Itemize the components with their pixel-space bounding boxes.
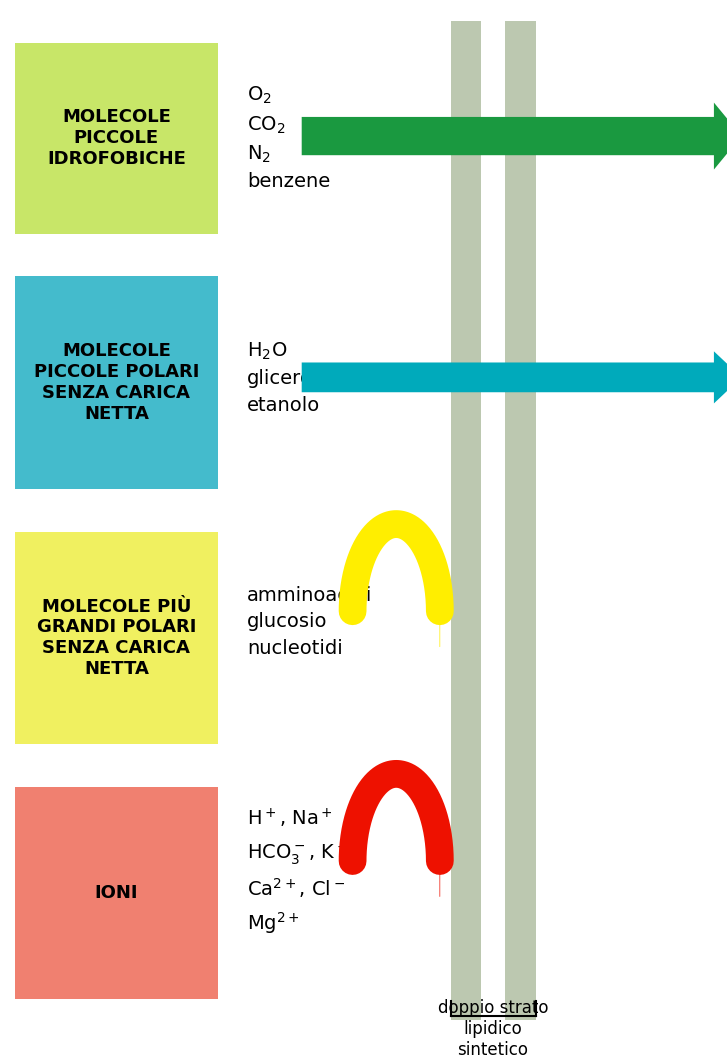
Text: MOLECOLE PIÙ
GRANDI POLARI
SENZA CARICA
NETTA: MOLECOLE PIÙ GRANDI POLARI SENZA CARICA … xyxy=(36,597,196,678)
FancyBboxPatch shape xyxy=(15,787,218,999)
Text: MOLECOLE
PICCOLE
IDROFOBICHE: MOLECOLE PICCOLE IDROFOBICHE xyxy=(47,108,186,168)
Bar xyxy=(451,21,481,1020)
FancyBboxPatch shape xyxy=(15,532,218,744)
Text: O$_2$
CO$_2$
N$_2$
benzene: O$_2$ CO$_2$ N$_2$ benzene xyxy=(247,85,331,191)
Text: H$_2$O
glicerolo
etanolo: H$_2$O glicerolo etanolo xyxy=(247,340,331,415)
Text: amminoacidi
glucosio
nucleotidi: amminoacidi glucosio nucleotidi xyxy=(247,586,372,658)
FancyArrow shape xyxy=(302,351,727,403)
Text: H$^+$, Na$^+$
HCO$_3^-$, K$^+$
Ca$^{2+}$, Cl$^-$
Mg$^{2+}$: H$^+$, Na$^+$ HCO$_3^-$, K$^+$ Ca$^{2+}$… xyxy=(247,807,348,937)
FancyArrow shape xyxy=(302,103,727,169)
Text: IONI: IONI xyxy=(95,884,138,901)
Text: MOLECOLE
PICCOLE POLARI
SENZA CARICA
NETTA: MOLECOLE PICCOLE POLARI SENZA CARICA NET… xyxy=(33,342,199,423)
Bar xyxy=(505,21,536,1020)
Text: doppio strato
lipidico
sintetico: doppio strato lipidico sintetico xyxy=(438,999,548,1059)
FancyBboxPatch shape xyxy=(15,276,218,489)
FancyBboxPatch shape xyxy=(15,43,218,234)
